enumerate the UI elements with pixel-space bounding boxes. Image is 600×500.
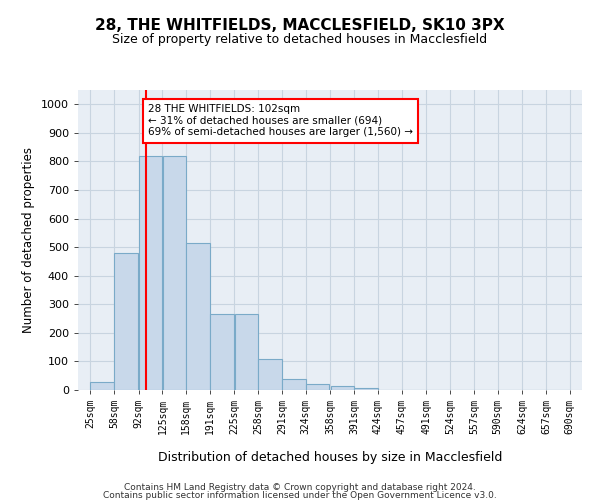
- Text: 28 THE WHITFIELDS: 102sqm
← 31% of detached houses are smaller (694)
69% of semi: 28 THE WHITFIELDS: 102sqm ← 31% of detac…: [148, 104, 413, 138]
- Text: Size of property relative to detached houses in Macclesfield: Size of property relative to detached ho…: [112, 32, 488, 46]
- Bar: [355, 388, 378, 390]
- Text: Contains public sector information licensed under the Open Government Licence v3: Contains public sector information licen…: [103, 490, 497, 500]
- Bar: [282, 379, 305, 390]
- Bar: [210, 314, 233, 390]
- Bar: [163, 156, 186, 390]
- Y-axis label: Number of detached properties: Number of detached properties: [22, 147, 35, 333]
- Bar: [187, 243, 210, 390]
- Bar: [114, 253, 137, 390]
- Bar: [139, 156, 162, 390]
- Bar: [91, 382, 114, 390]
- Bar: [235, 314, 258, 390]
- Text: Distribution of detached houses by size in Macclesfield: Distribution of detached houses by size …: [158, 451, 502, 464]
- Bar: [306, 384, 329, 390]
- Bar: [331, 386, 354, 390]
- Text: Contains HM Land Registry data © Crown copyright and database right 2024.: Contains HM Land Registry data © Crown c…: [124, 483, 476, 492]
- Text: 28, THE WHITFIELDS, MACCLESFIELD, SK10 3PX: 28, THE WHITFIELDS, MACCLESFIELD, SK10 3…: [95, 18, 505, 32]
- Bar: [259, 358, 282, 390]
